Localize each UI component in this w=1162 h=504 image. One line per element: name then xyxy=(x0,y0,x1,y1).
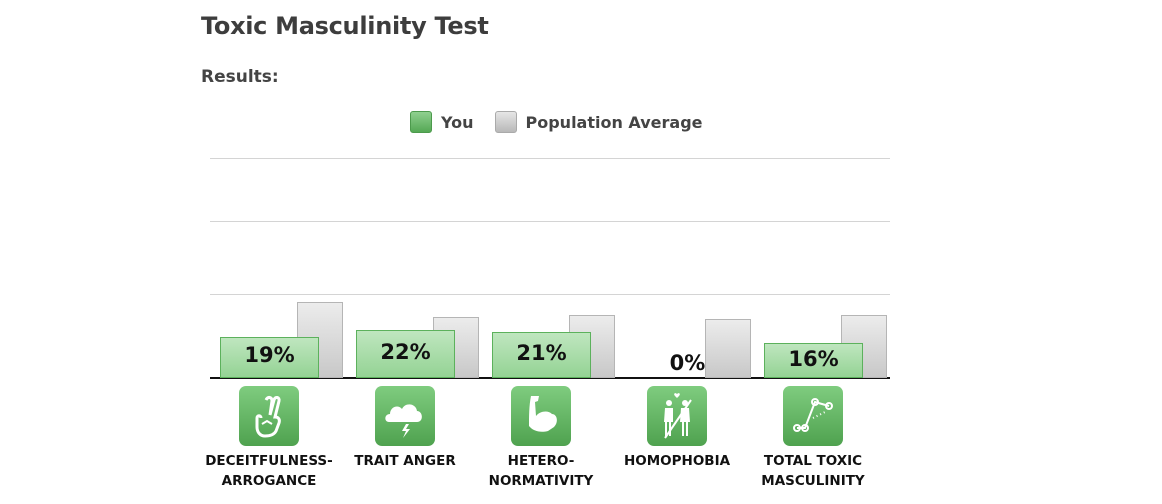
couple-crossed-icon xyxy=(647,386,707,446)
bar-you xyxy=(220,336,319,378)
data-label: 19% xyxy=(244,343,295,368)
flexed-arm-icon xyxy=(511,386,571,446)
legend-label-you: You xyxy=(441,112,474,132)
category-label: TOTAL TOXIC MASCULINITY xyxy=(745,451,881,491)
storm-cloud-icon xyxy=(375,386,435,446)
bar-you xyxy=(356,330,455,378)
bar-you xyxy=(492,332,591,378)
data-label: 0% xyxy=(669,351,706,375)
category-label: HETERO- NORMATIVITY xyxy=(473,451,609,491)
legend-swatch-population xyxy=(494,111,517,133)
data-label: 16% xyxy=(788,346,839,371)
data-label: 22% xyxy=(380,340,431,365)
chart-legend: You Population Average xyxy=(410,111,703,133)
category-label: HOMOPHOBIA xyxy=(609,451,745,471)
category-label: DECEITFULNESS- ARROGANCE xyxy=(201,451,337,491)
category-label: TRAIT ANGER xyxy=(337,451,473,471)
bar-you xyxy=(764,343,863,378)
legend-label-population: Population Average xyxy=(525,112,703,132)
category-label-line: DECEITFULNESS- xyxy=(205,453,333,469)
gridline xyxy=(210,294,890,295)
category-label-line: ARROGANCE xyxy=(221,473,317,489)
category-label-line: TOTAL TOXIC xyxy=(763,453,863,469)
legend-swatch-you xyxy=(410,111,432,133)
crossed-fingers-icon xyxy=(239,386,299,446)
results-heading: Results: xyxy=(201,67,279,87)
x-axis-baseline xyxy=(210,377,890,379)
category-label-line: MASCULINITY xyxy=(761,473,865,489)
category-label-line: TRAIT ANGER xyxy=(354,453,456,469)
category-label-line: NORMATIVITY xyxy=(488,473,594,489)
gridline xyxy=(210,221,890,222)
page-title: Toxic Masculinity Test xyxy=(201,12,489,40)
category-label-line: HETERO- xyxy=(507,453,575,469)
bar-population-average xyxy=(705,319,751,378)
gridline xyxy=(210,158,890,159)
data-label: 21% xyxy=(516,341,567,366)
category-label-line: HOMOPHOBIA xyxy=(623,453,731,469)
line-graph-icon xyxy=(783,386,843,446)
